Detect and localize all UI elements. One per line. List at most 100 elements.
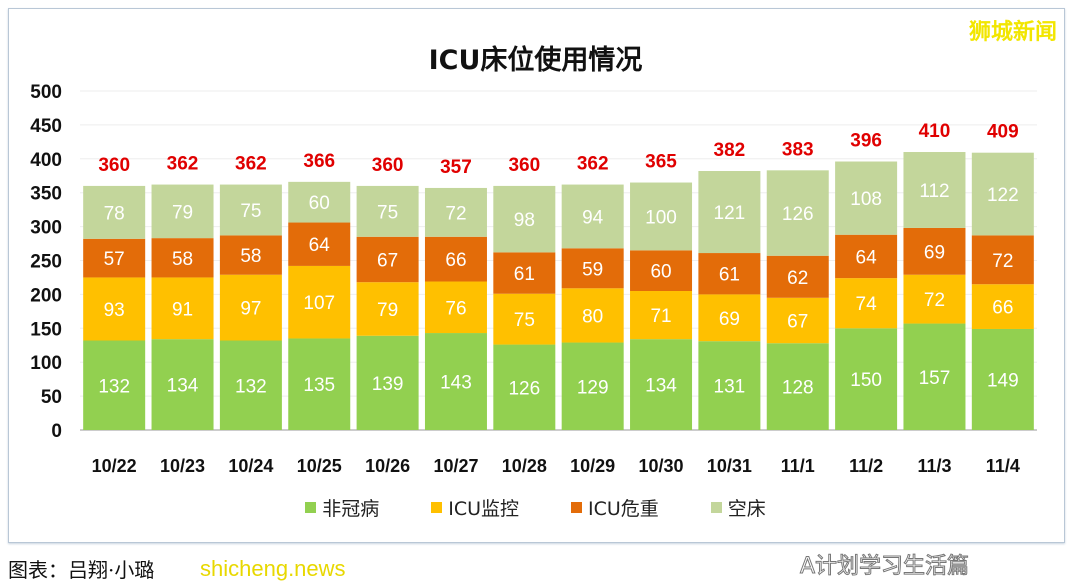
y-tick-label: 450 <box>30 116 62 137</box>
bar-segment <box>766 170 829 256</box>
bar-segment <box>561 184 624 249</box>
total-label: 382 <box>714 140 746 161</box>
bar-segment <box>288 265 351 339</box>
x-tick-label: 10/31 <box>707 456 752 476</box>
x-tick-label: 10/26 <box>365 456 410 476</box>
total-label: 410 <box>919 121 951 142</box>
legend-swatch <box>571 502 582 513</box>
data-label: 134 <box>167 376 199 397</box>
data-label: 134 <box>645 376 677 397</box>
bar-segment <box>83 340 146 430</box>
x-tick-label: 10/25 <box>297 456 342 476</box>
data-label: 93 <box>104 300 125 321</box>
y-tick-label: 300 <box>30 218 62 239</box>
data-label: 69 <box>719 309 740 330</box>
x-tick-label: 10/30 <box>639 456 684 476</box>
total-label: 362 <box>167 154 199 175</box>
data-label: 61 <box>514 264 535 285</box>
data-label: 74 <box>856 294 878 315</box>
legend-label: ICU危重 <box>588 498 659 520</box>
bar-segment <box>424 236 487 282</box>
brand-watermark: 狮城新闻 <box>968 20 1057 45</box>
bar-segment <box>424 333 487 430</box>
total-label: 396 <box>850 131 882 152</box>
bar-segment <box>971 328 1034 430</box>
bar-segment <box>493 185 556 253</box>
data-label: 72 <box>924 290 945 311</box>
x-tick-label: 10/24 <box>228 456 273 476</box>
data-label: 57 <box>104 249 125 270</box>
data-label: 107 <box>303 293 335 314</box>
chart-title: ICU床位使用情况 <box>428 45 643 76</box>
data-label: 91 <box>172 299 193 320</box>
y-tick-label: 250 <box>30 252 62 273</box>
bar-segment <box>151 277 214 340</box>
bar-segment <box>766 255 829 298</box>
data-label: 132 <box>235 376 267 397</box>
data-label: 67 <box>377 250 398 271</box>
bar-segment <box>630 182 693 251</box>
data-label: 60 <box>650 262 671 283</box>
y-tick-label: 0 <box>51 421 62 442</box>
data-label: 78 <box>104 203 125 224</box>
bar-segment <box>630 291 693 340</box>
data-label: 135 <box>303 375 335 396</box>
data-label: 61 <box>719 265 740 286</box>
data-label: 122 <box>987 185 1019 206</box>
data-label: 121 <box>714 203 746 224</box>
data-label: 75 <box>377 202 398 223</box>
bar-segment <box>83 277 146 341</box>
site-watermark: shicheng.news <box>200 556 346 581</box>
data-label: 75 <box>240 201 261 222</box>
data-label: 64 <box>856 247 878 268</box>
data-label: 58 <box>172 249 193 270</box>
legend-label: 非冠病 <box>322 498 380 520</box>
y-tick-label: 100 <box>30 353 62 374</box>
x-tick-label: 10/22 <box>92 456 137 476</box>
y-tick-label: 150 <box>30 319 62 340</box>
data-label: 126 <box>782 204 814 225</box>
data-label: 108 <box>850 189 882 210</box>
total-label: 357 <box>440 157 472 178</box>
bar-segment <box>83 185 146 239</box>
y-tick-label: 200 <box>30 285 62 306</box>
bar-segment <box>835 161 898 235</box>
bar-segment <box>698 341 761 430</box>
x-tick-label: 10/27 <box>433 456 478 476</box>
data-label: 100 <box>645 207 677 228</box>
bar-segment <box>356 335 419 430</box>
data-label: 128 <box>782 378 814 399</box>
legend-label: 空床 <box>727 498 766 520</box>
bar-segment <box>288 338 351 430</box>
total-label: 360 <box>98 155 130 176</box>
legend: 非冠病 ICU监控 ICU危重 空床 <box>0 494 1071 521</box>
y-tick-label: 400 <box>30 150 62 171</box>
data-label: 58 <box>240 246 261 267</box>
bar-segment <box>561 342 624 430</box>
bar-segment <box>903 152 966 228</box>
y-tick-label: 500 <box>30 82 62 103</box>
bar-segment <box>151 184 214 239</box>
legend-item: 空床 <box>710 494 766 521</box>
x-tick-label: 11/4 <box>986 456 1020 476</box>
data-label: 60 <box>309 193 330 214</box>
y-tick-label: 50 <box>41 387 62 408</box>
bar-segment <box>151 339 214 430</box>
data-label: 98 <box>514 210 535 231</box>
total-label: 365 <box>645 152 677 173</box>
data-label: 59 <box>582 259 603 280</box>
bar-segment <box>356 236 419 283</box>
x-tick-label: 11/3 <box>917 456 951 476</box>
bar-segment <box>219 274 282 341</box>
data-label: 143 <box>440 373 472 394</box>
data-label: 66 <box>445 250 466 271</box>
bar-segment <box>835 328 898 430</box>
bar-segment <box>971 235 1034 285</box>
bar-segment <box>561 288 624 343</box>
bar-segment <box>903 227 966 275</box>
bar-segment <box>288 222 351 266</box>
bar-segment <box>903 274 966 324</box>
bar-segment <box>219 184 282 236</box>
data-label: 75 <box>514 310 535 331</box>
